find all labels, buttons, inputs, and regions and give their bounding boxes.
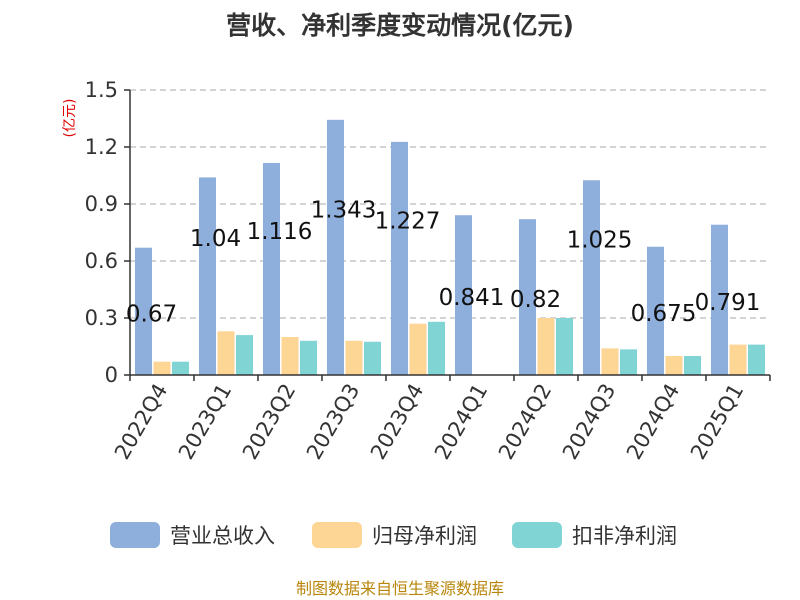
bar-2	[409, 323, 427, 375]
bars	[135, 119, 765, 375]
legend-label: 扣非净利润	[572, 524, 677, 548]
chart-title: 营收、净利季度变动情况(亿元)	[226, 11, 574, 40]
bar-1	[711, 224, 728, 375]
x-tick-label: 2023Q3	[302, 380, 364, 464]
legend-label: 归母净利润	[372, 524, 477, 548]
axes: 0 0.3 0.6 0.9 1.2 1.5 2022Q4 2023Q1 2023Q2 2023Q3…	[85, 78, 771, 464]
grid-lines	[130, 89, 770, 319]
y-tick-label: 1.2	[85, 135, 118, 159]
bar-3	[748, 344, 765, 375]
data-label: 1.116	[247, 219, 313, 245]
bar-1	[327, 119, 344, 375]
data-label: 0.675	[631, 301, 697, 327]
bar-1	[135, 247, 152, 375]
bar-2	[729, 344, 747, 375]
y-axis-unit: (亿元)	[62, 99, 78, 138]
bar-3	[684, 356, 701, 375]
bar-1	[391, 141, 408, 375]
x-tick-label: 2023Q2	[238, 380, 300, 464]
y-tick-label: 0.3	[85, 306, 118, 330]
bar-3	[556, 318, 573, 375]
bar-2	[153, 361, 171, 375]
y-tick-label: 0.6	[85, 249, 118, 273]
x-tick-label: 2025Q1	[686, 380, 748, 464]
bar-3	[364, 341, 381, 375]
data-label: 0.791	[695, 290, 761, 316]
bar-1	[519, 219, 536, 375]
bar-1	[583, 180, 600, 375]
y-tick-label: 0	[105, 363, 118, 387]
bar-1	[647, 246, 664, 375]
x-tick-label: 2024Q2	[494, 380, 556, 464]
data-label: 0.82	[510, 287, 561, 313]
data-label: 1.227	[375, 208, 441, 234]
bar-2	[537, 318, 555, 375]
bar-2	[665, 356, 683, 375]
data-label: 0.67	[126, 301, 177, 327]
bar-3	[620, 349, 637, 375]
bar-3	[300, 340, 317, 375]
y-tick-label: 1.5	[85, 78, 118, 102]
bar-1	[199, 177, 216, 375]
bar-3	[236, 335, 253, 375]
x-tick-label: 2024Q3	[558, 380, 620, 464]
legend-swatch	[110, 522, 160, 548]
source-note: 制图数据来自恒生聚源数据库	[296, 579, 504, 598]
x-tick-label: 2022Q4	[110, 380, 172, 464]
bar-2	[601, 348, 619, 375]
bar-1	[263, 162, 280, 375]
legend-swatch	[512, 522, 562, 548]
x-tick-label: 2023Q1	[174, 380, 236, 464]
y-tick-label: 0.9	[85, 192, 118, 216]
bar-2	[217, 331, 235, 375]
data-label: 1.04	[190, 226, 241, 252]
data-label: 1.025	[567, 228, 633, 254]
data-label: 0.841	[439, 285, 505, 311]
legend-label: 营业总收入	[170, 524, 275, 548]
bar-3	[428, 321, 445, 375]
x-tick-label: 2024Q1	[430, 380, 492, 464]
data-label: 1.343	[311, 197, 377, 223]
legend-swatch	[312, 522, 362, 548]
x-tick-label: 2023Q4	[366, 380, 428, 464]
x-tick-label: 2024Q4	[622, 380, 684, 464]
legend: 营业总收入 归母净利润 扣非净利润	[110, 522, 677, 548]
bar-1	[455, 215, 472, 375]
bar-2	[281, 337, 299, 375]
bar-3	[172, 361, 189, 375]
bar-2	[345, 340, 363, 375]
